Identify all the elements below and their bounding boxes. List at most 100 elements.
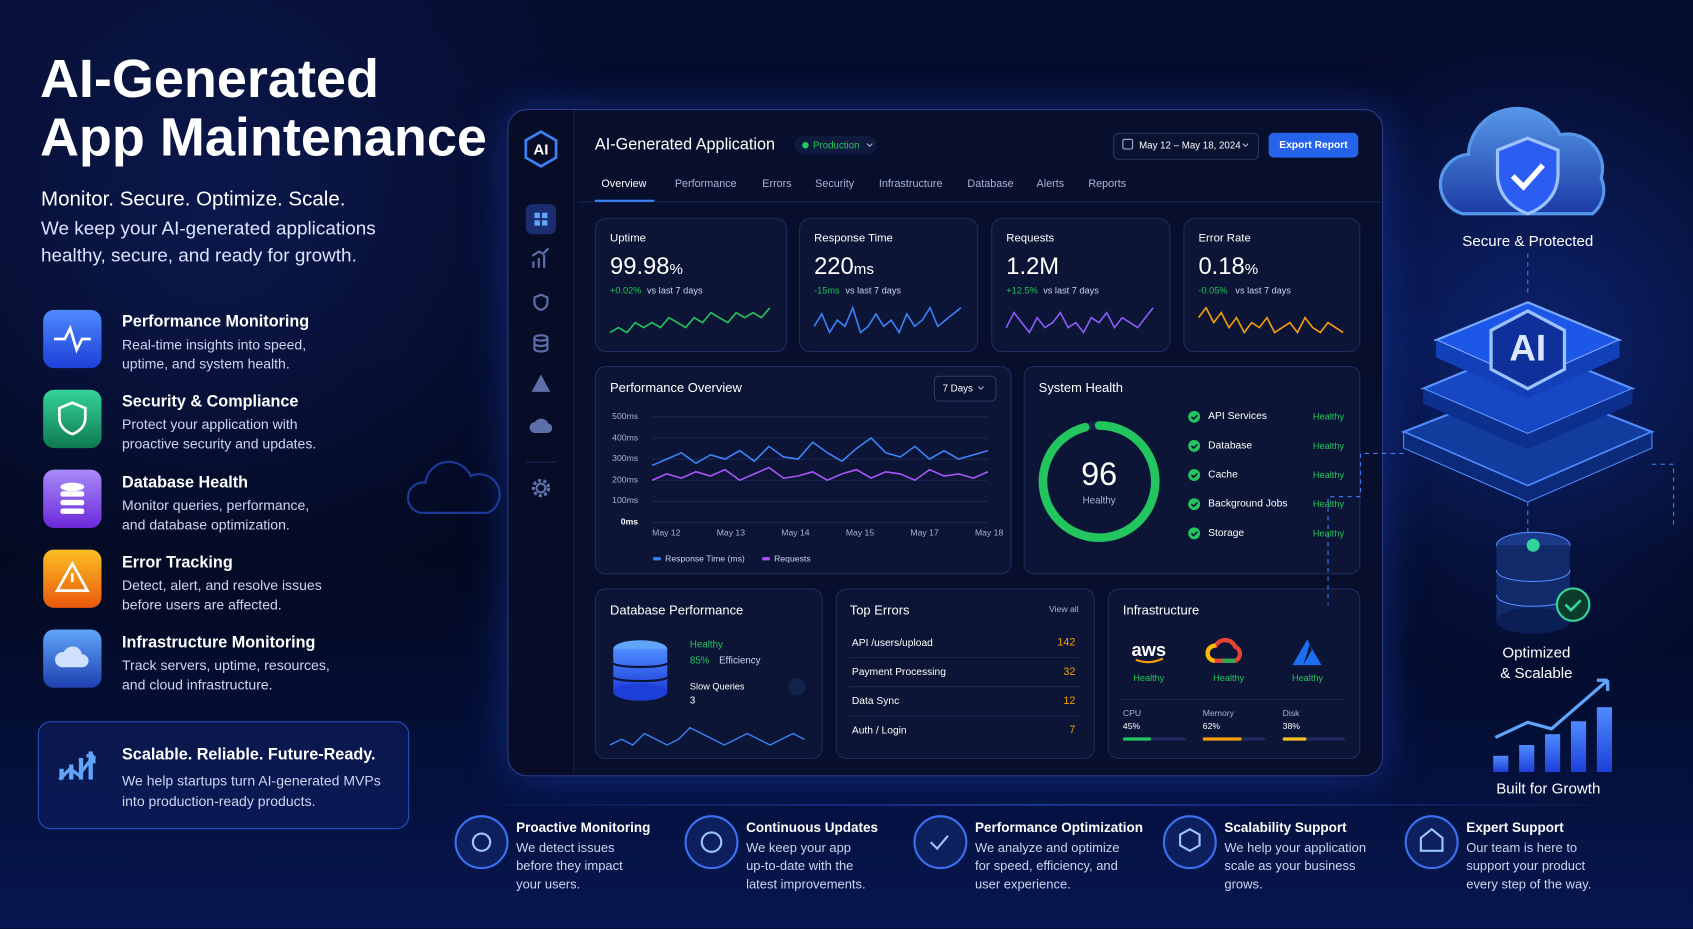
service-icons xyxy=(454,815,1459,870)
db-status: Healthy xyxy=(689,638,723,650)
service-title: Scalability Support xyxy=(1224,820,1347,836)
sparkline xyxy=(1005,307,1154,335)
y-tick-label: 400ms xyxy=(612,432,639,443)
ai-stack xyxy=(1400,301,1655,503)
provider-logos xyxy=(1135,637,1322,666)
export-button[interactable] xyxy=(1268,132,1359,158)
sparkline xyxy=(609,307,771,334)
kpi-label: Response Time xyxy=(814,231,893,245)
status-check xyxy=(1190,472,1198,479)
x-tick-label: May 18 xyxy=(974,527,1004,538)
kpi-unit: % xyxy=(1244,260,1259,278)
metric-name: CPU xyxy=(1122,708,1142,719)
metric-name: Memory xyxy=(1202,708,1234,719)
tab: Errors xyxy=(762,178,792,191)
feature-text: and database optimization. xyxy=(122,516,290,533)
callout-title: Scalable. Reliable. Future-Ready. xyxy=(122,745,376,764)
kpi-compare: vs last 7 days xyxy=(646,284,703,296)
db-icon xyxy=(612,640,806,701)
service-text: We help your application xyxy=(1224,840,1367,856)
tab: Infrastructure xyxy=(878,178,943,191)
health-item: Background Jobs xyxy=(1208,498,1288,510)
env-dot xyxy=(802,141,809,149)
db-slow-value: 3 xyxy=(689,694,696,706)
feature-text: Protect your application with xyxy=(122,416,298,433)
service-title: Continuous Updates xyxy=(746,820,879,836)
metric-bar xyxy=(1202,737,1242,741)
callout-box xyxy=(37,721,410,830)
legend-label: Requests xyxy=(774,553,811,564)
description: We keep your AI-generated applications xyxy=(41,217,376,239)
feature-title: Infrastructure Monitoring xyxy=(122,633,316,652)
y-tick-label: 0ms xyxy=(620,517,639,527)
card-title: Performance Overview xyxy=(610,380,742,396)
health-status: Healthy xyxy=(1312,469,1345,481)
status-dot xyxy=(1188,527,1201,540)
provider-status: Healthy xyxy=(1213,672,1245,684)
right-label: Built for Growth xyxy=(1496,779,1601,797)
hero-title: AI-Generated xyxy=(39,48,379,110)
tab: Reports xyxy=(1088,178,1127,191)
gauge-arc xyxy=(1038,421,1160,542)
range-dropdown[interactable] xyxy=(933,375,997,402)
line-series xyxy=(651,466,989,482)
feature-title: Database Health xyxy=(122,473,249,492)
sparkline xyxy=(1197,306,1344,335)
health-status: Healthy xyxy=(1312,411,1345,422)
kpi-change: +12.5% xyxy=(1006,284,1038,296)
feature-text: before users are affected. xyxy=(122,596,282,613)
kpi-change: -15ms xyxy=(814,284,840,296)
line-series xyxy=(651,436,989,467)
kpi-compare: vs last 7 days xyxy=(845,284,902,296)
kpi-value: 99.98% xyxy=(610,252,683,280)
error-count: 12 xyxy=(1063,695,1076,708)
status-dot xyxy=(1188,410,1201,423)
kpi-value: 1.2M xyxy=(1006,252,1060,280)
error-name: Auth / Login xyxy=(851,724,907,737)
error-name: API /users/upload xyxy=(851,637,933,650)
db-stack xyxy=(1495,531,1591,634)
range-label: 7 Days xyxy=(942,382,973,394)
provider-name: aws xyxy=(1131,639,1167,661)
service-text: for speed, efficiency, and xyxy=(974,858,1118,874)
feature-text: proactive security and updates. xyxy=(122,435,317,453)
cloud-shield xyxy=(1438,106,1606,216)
env-pill[interactable] xyxy=(794,136,877,155)
tab: Security xyxy=(815,178,855,191)
y-tick-label: 500ms xyxy=(612,411,639,422)
kpi-label: Uptime xyxy=(610,231,646,245)
kpi-label: Requests xyxy=(1006,231,1055,245)
infra-card xyxy=(1107,588,1361,760)
app-name: AI-Generated Application xyxy=(594,135,775,154)
kpi-unit: % xyxy=(669,260,683,278)
x-tick-label: May 15 xyxy=(845,527,875,538)
feature-text: and cloud infrastructure. xyxy=(122,676,273,693)
kpi-change: -0.05% xyxy=(1198,284,1228,296)
status-check xyxy=(1190,443,1198,450)
error-count: 142 xyxy=(1057,637,1076,649)
error-name: Payment Processing xyxy=(851,666,946,679)
feature-text: Real-time insights into speed, xyxy=(122,336,307,353)
status-dot xyxy=(1188,439,1201,452)
sparkline xyxy=(609,726,805,746)
calendar-icon xyxy=(1122,138,1134,150)
y-tick-label: 300ms xyxy=(612,453,639,464)
tab: Alerts xyxy=(1036,178,1065,191)
provider-status: Healthy xyxy=(1133,672,1165,684)
right-label: Optimized xyxy=(1502,643,1571,661)
kpi-card xyxy=(594,218,788,352)
db-efficiency-label: Efficiency xyxy=(719,654,761,666)
stack-label: AI xyxy=(1509,328,1547,370)
error-count: 32 xyxy=(1063,666,1076,679)
tagline: Monitor. Secure. Optimize. Scale. xyxy=(41,188,346,212)
kpi-compare: vs last 7 days xyxy=(1235,284,1291,296)
card-title: Infrastructure xyxy=(1122,602,1200,618)
service-text: scale as your business xyxy=(1224,858,1356,874)
card-title: Top Errors xyxy=(849,602,910,618)
health-status: Healthy xyxy=(1312,498,1345,510)
feature-title: Security & Compliance xyxy=(122,392,299,412)
date-picker[interactable] xyxy=(1113,132,1259,160)
kpi-compare: vs last 7 days xyxy=(1043,284,1099,296)
logo: AI xyxy=(533,140,549,158)
